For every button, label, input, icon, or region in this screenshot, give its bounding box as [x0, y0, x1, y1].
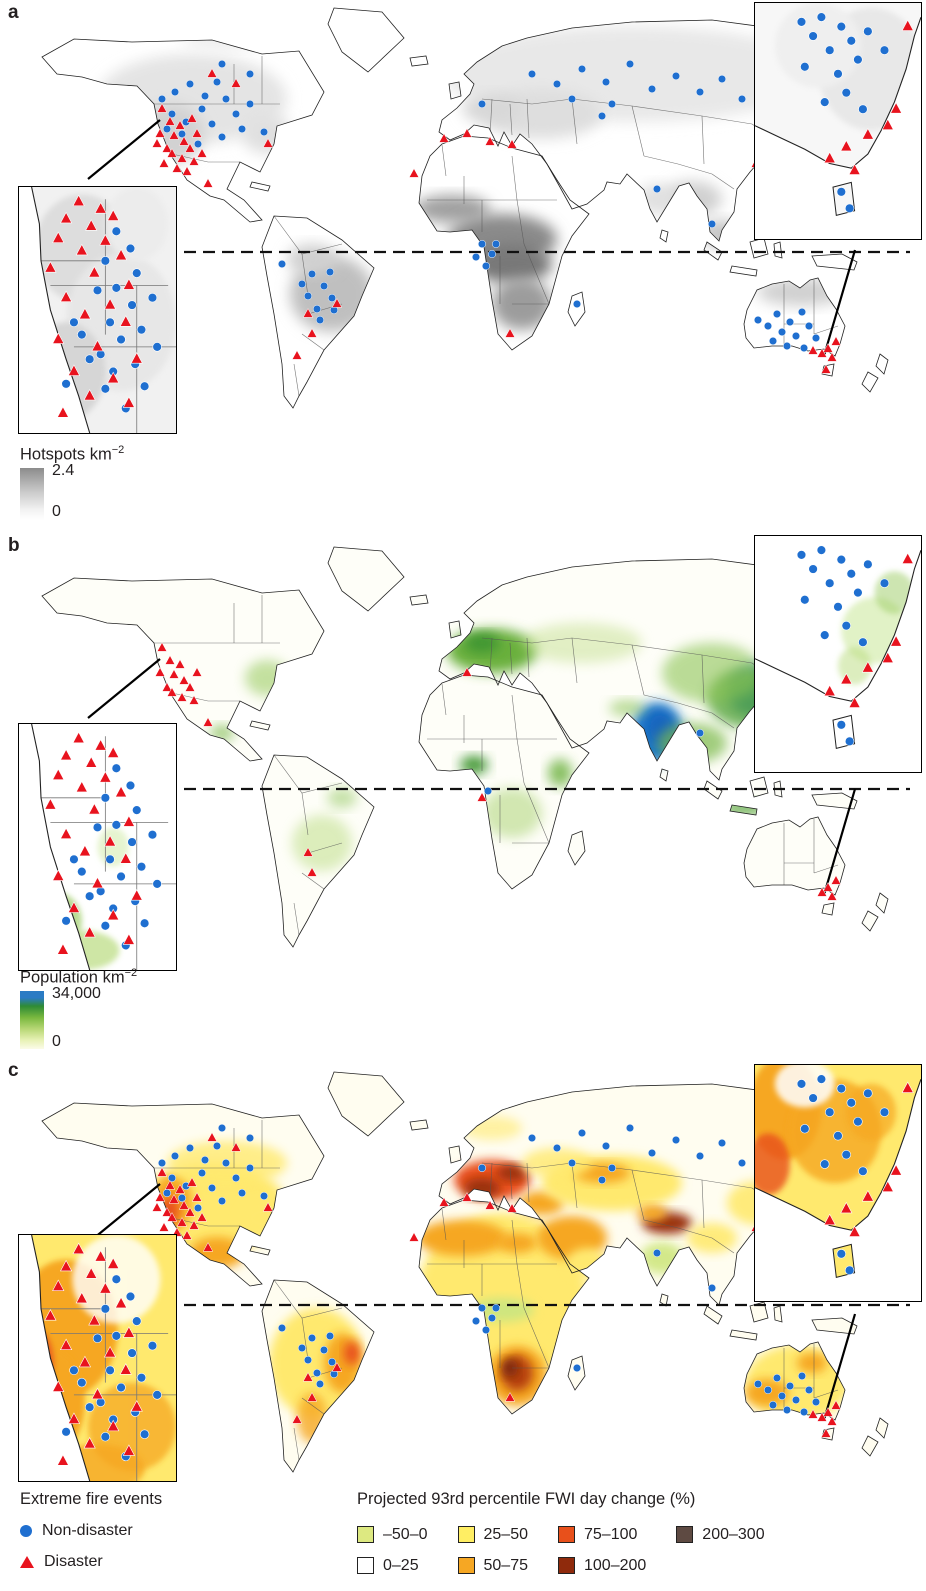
inset-southeast-australia-b [754, 535, 922, 773]
fwi-legend-title: Projected 93rd percentile FWI day change… [357, 1490, 696, 1508]
inset-southeast-australia-c [754, 1064, 922, 1302]
fwi-class-label: 25–50 [483, 1525, 529, 1543]
non-disaster-marker-icon [20, 1525, 32, 1537]
fwi-class-item-4: 75–100 [558, 1526, 646, 1544]
fwi-class-label: 50–75 [483, 1556, 529, 1574]
disaster-legend-row: Disaster [20, 1553, 162, 1571]
panel-b: b Population km−2 34,000 0 [0, 533, 926, 1058]
fwi-legend: Projected 93rd percentile FWI day change… [357, 1490, 765, 1581]
hotspots-colorbar-min: 0 [52, 503, 61, 520]
fwi-class-label: –50–0 [383, 1525, 428, 1543]
panel-b-label: b [8, 535, 20, 556]
panel-c: c [0, 1058, 926, 1490]
panel-c-label: c [8, 1060, 19, 1081]
events-legend: Extreme fire events Non-disaster Disaste… [20, 1490, 162, 1571]
hotspots-colorbar-title: Hotspots km−2 [20, 444, 125, 464]
population-colorbar-max: 34,000 [52, 985, 101, 1002]
world-map-population [32, 546, 910, 948]
fwi-class-item-0: –50–0 [357, 1526, 428, 1544]
panel-a: a Hotspots km−2 2.4 0 [0, 0, 926, 532]
non-disaster-label: Non-disaster [42, 1522, 133, 1539]
non-disaster-legend-row: Non-disaster [20, 1522, 162, 1540]
inset-western-us-a [18, 186, 177, 434]
disaster-marker-icon [20, 1556, 34, 1568]
events-legend-title: Extreme fire events [20, 1490, 163, 1508]
fwi-class-label: 75–100 [584, 1525, 638, 1543]
fwi-class-item-1: 0–25 [357, 1557, 428, 1575]
inset-western-us-b [18, 723, 177, 971]
fwi-class-grid: –50–0 0–25 25–50 50–75 75–100 100–200 200–300 [357, 1519, 765, 1581]
fwi-class-swatch [357, 1557, 374, 1574]
population-colorbar [20, 991, 44, 1049]
fwi-class-swatch [457, 1557, 475, 1574]
hotspots-colorbar-max: 2.4 [52, 462, 75, 479]
hotspots-colorbar [20, 468, 44, 520]
population-colorbar-min: 0 [52, 1033, 61, 1050]
fwi-class-item-2: 25–50 [457, 1525, 529, 1544]
inset-southeast-australia-a [754, 2, 922, 240]
fwi-class-swatch [558, 1526, 575, 1543]
fwi-class-label: 100–200 [584, 1556, 647, 1574]
population-colorbar-title: Population km−2 [20, 967, 138, 987]
fwi-class-swatch [676, 1526, 694, 1543]
disaster-label: Disaster [44, 1553, 103, 1570]
figure-legend: Extreme fire events Non-disaster Disaste… [0, 1490, 926, 1590]
fwi-class-swatch [457, 1526, 475, 1543]
fwi-class-label: 200–300 [702, 1525, 765, 1543]
fwi-class-swatch [357, 1526, 374, 1543]
inset-western-us-c [18, 1234, 177, 1482]
fwi-class-item-6: 200–300 [676, 1525, 765, 1544]
fwi-class-item-3: 50–75 [457, 1556, 529, 1575]
fwi-class-swatch [558, 1557, 575, 1574]
panel-a-label: a [8, 2, 19, 23]
fwi-class-item-5: 100–200 [558, 1557, 646, 1575]
fwi-class-label: 0–25 [383, 1556, 419, 1574]
